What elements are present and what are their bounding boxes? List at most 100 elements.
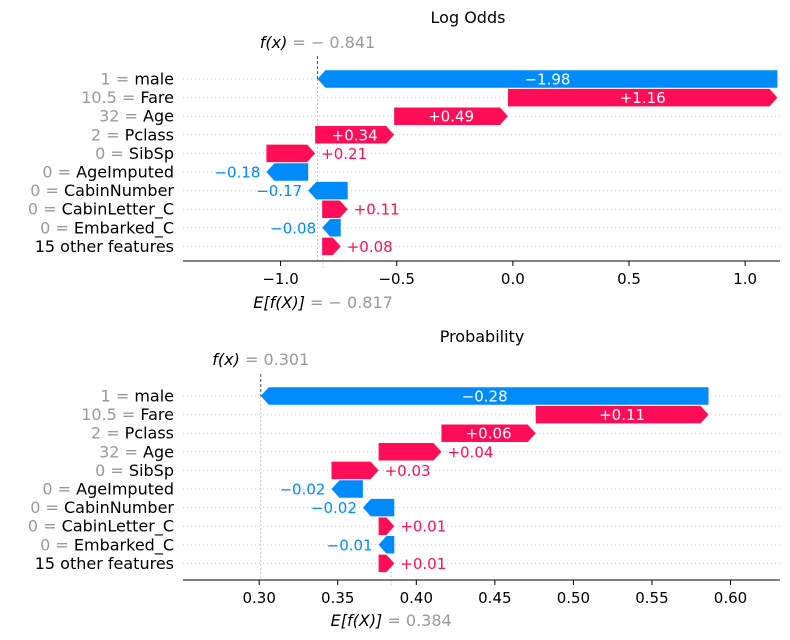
- waterfall-panel-1: Log Odds f(x) = − 0.841 −1.98 1 = male +1.16…: [28, 8, 780, 312]
- feature-label: 10.5 = Fare: [81, 88, 174, 107]
- bar-value-label: +0.08: [347, 238, 393, 256]
- feature-label: 1 = male: [101, 70, 174, 89]
- bar-cabinletter-c: [322, 200, 348, 218]
- bar-pclass: [441, 424, 536, 442]
- bar-value-label: +0.11: [599, 406, 645, 424]
- feature-label: 0 = Embarked_C: [40, 535, 174, 555]
- fx-label-name: f(x): [260, 33, 293, 52]
- bar-value-label: +1.16: [620, 89, 666, 107]
- feature-label: 2 = Pclass: [91, 125, 174, 144]
- bar-age: [394, 107, 508, 125]
- bar-value-label: +0.11: [354, 201, 400, 219]
- feature-name: CabinLetter_C: [62, 517, 174, 537]
- feature-label: 0 = Embarked_C: [40, 218, 174, 238]
- x-tick-label: −1.0: [262, 270, 298, 288]
- fx-label-name: f(x): [212, 350, 245, 369]
- fx-label: f(x) = 0.301: [212, 350, 309, 369]
- x-tick-label: 0.35: [321, 589, 354, 607]
- fx-label-value: = − 0.841: [292, 33, 375, 52]
- feature-value: 0 =: [28, 517, 62, 536]
- feature-name: AgeImputed: [76, 480, 174, 499]
- bar-sibsp: [266, 144, 316, 163]
- bar-value-label: −0.02: [311, 499, 357, 517]
- bar-value-label: +0.21: [321, 145, 367, 163]
- feature-label: 32 = Age: [99, 442, 174, 461]
- feature-label: 0 = SibSp: [95, 144, 174, 163]
- bar-15-other-features: [378, 554, 395, 573]
- feature-value: 10.5 =: [81, 88, 140, 107]
- x-tick-label: 0.45: [478, 589, 511, 607]
- bar-value-label: +0.01: [400, 555, 446, 573]
- feature-value: 0 =: [42, 480, 76, 499]
- feature-value: 1 =: [101, 387, 135, 406]
- bar-value-label: +0.04: [447, 443, 493, 461]
- feature-value: 32 =: [99, 442, 143, 461]
- base-label-value: = − 0.817: [310, 293, 393, 312]
- bar-cabinletter-c: [378, 517, 395, 535]
- feature-value: 0 =: [28, 200, 62, 219]
- feature-name: Age: [143, 107, 174, 126]
- bar-value-label: −0.08: [270, 219, 316, 237]
- bar-value-label: +0.03: [385, 462, 431, 480]
- x-tick-label: 0.5: [617, 270, 641, 288]
- bar-male: [260, 387, 709, 405]
- feature-value: 0 =: [42, 163, 76, 182]
- feature-label: 0 = CabinLetter_C: [28, 200, 174, 220]
- feature-label: 0 = CabinLetter_C: [28, 517, 174, 537]
- feature-value: 0 =: [40, 535, 74, 554]
- feature-value: 0 =: [30, 181, 64, 200]
- feature-label: 15 other features: [35, 237, 174, 256]
- bar-value-label: −0.18: [214, 164, 260, 182]
- bar-value-label: −0.17: [256, 182, 302, 200]
- bar-value-label: +0.06: [466, 425, 512, 443]
- feature-name: 15 other features: [35, 554, 174, 573]
- feature-value: 1 =: [101, 70, 135, 89]
- feature-label: 2 = Pclass: [91, 424, 174, 443]
- x-tick-label: 0.55: [635, 589, 668, 607]
- base-label-name: E[f(X)]: [253, 293, 310, 312]
- feature-label: 0 = CabinNumber: [30, 498, 174, 517]
- feature-name: CabinNumber: [64, 181, 174, 200]
- x-tick-label: 0.40: [400, 589, 433, 607]
- x-tick-label: 1.0: [733, 270, 757, 288]
- x-tick-label: 0.60: [714, 589, 747, 607]
- bar-ageimputed: [266, 163, 309, 181]
- feature-name: Embarked_C: [74, 535, 174, 555]
- bar-value-label: −0.02: [279, 481, 325, 499]
- bar-value-label: −1.98: [524, 71, 570, 89]
- bar-cabinnumber: [362, 498, 395, 517]
- bar-pclass: [315, 126, 395, 144]
- bar-value-label: −0.28: [462, 388, 508, 406]
- bar-value-label: −0.01: [327, 536, 373, 554]
- waterfall-panel-2: Probability f(x) = 0.301 −0.28 1 = male +0.1…: [28, 327, 780, 630]
- x-tick-label: 0.0: [501, 270, 525, 288]
- chart-title: Log Odds: [431, 8, 506, 27]
- feature-value: 2 =: [91, 424, 125, 443]
- feature-name: CabinNumber: [64, 498, 174, 517]
- x-tick-label: 0.30: [242, 589, 275, 607]
- bar-age: [378, 443, 442, 461]
- feature-label: 10.5 = Fare: [81, 405, 174, 424]
- feature-name: 15 other features: [35, 237, 174, 256]
- feature-label: 15 other features: [35, 554, 174, 573]
- base-label-name: E[f(X)]: [331, 611, 388, 630]
- feature-value: 2 =: [91, 125, 125, 144]
- feature-label: 32 = Age: [99, 107, 174, 126]
- base-label-value: = 0.384: [387, 611, 451, 630]
- feature-name: Fare: [140, 405, 174, 424]
- bar-embarked-c: [322, 219, 341, 237]
- feature-value: 0 =: [95, 144, 129, 163]
- bar-fare: [535, 405, 709, 424]
- feature-name: Pclass: [125, 125, 174, 144]
- feature-label: 0 = CabinNumber: [30, 181, 174, 200]
- bar-value-label: +0.34: [332, 126, 378, 144]
- feature-value: 32 =: [99, 107, 143, 126]
- x-tick-label: 0.50: [557, 589, 590, 607]
- feature-value: 0 =: [95, 461, 129, 480]
- feature-name: Fare: [140, 88, 174, 107]
- feature-label: 0 = AgeImputed: [42, 480, 174, 499]
- feature-value: 10.5 =: [81, 405, 140, 424]
- feature-label: 0 = SibSp: [95, 461, 174, 480]
- feature-label: 1 = male: [101, 387, 174, 406]
